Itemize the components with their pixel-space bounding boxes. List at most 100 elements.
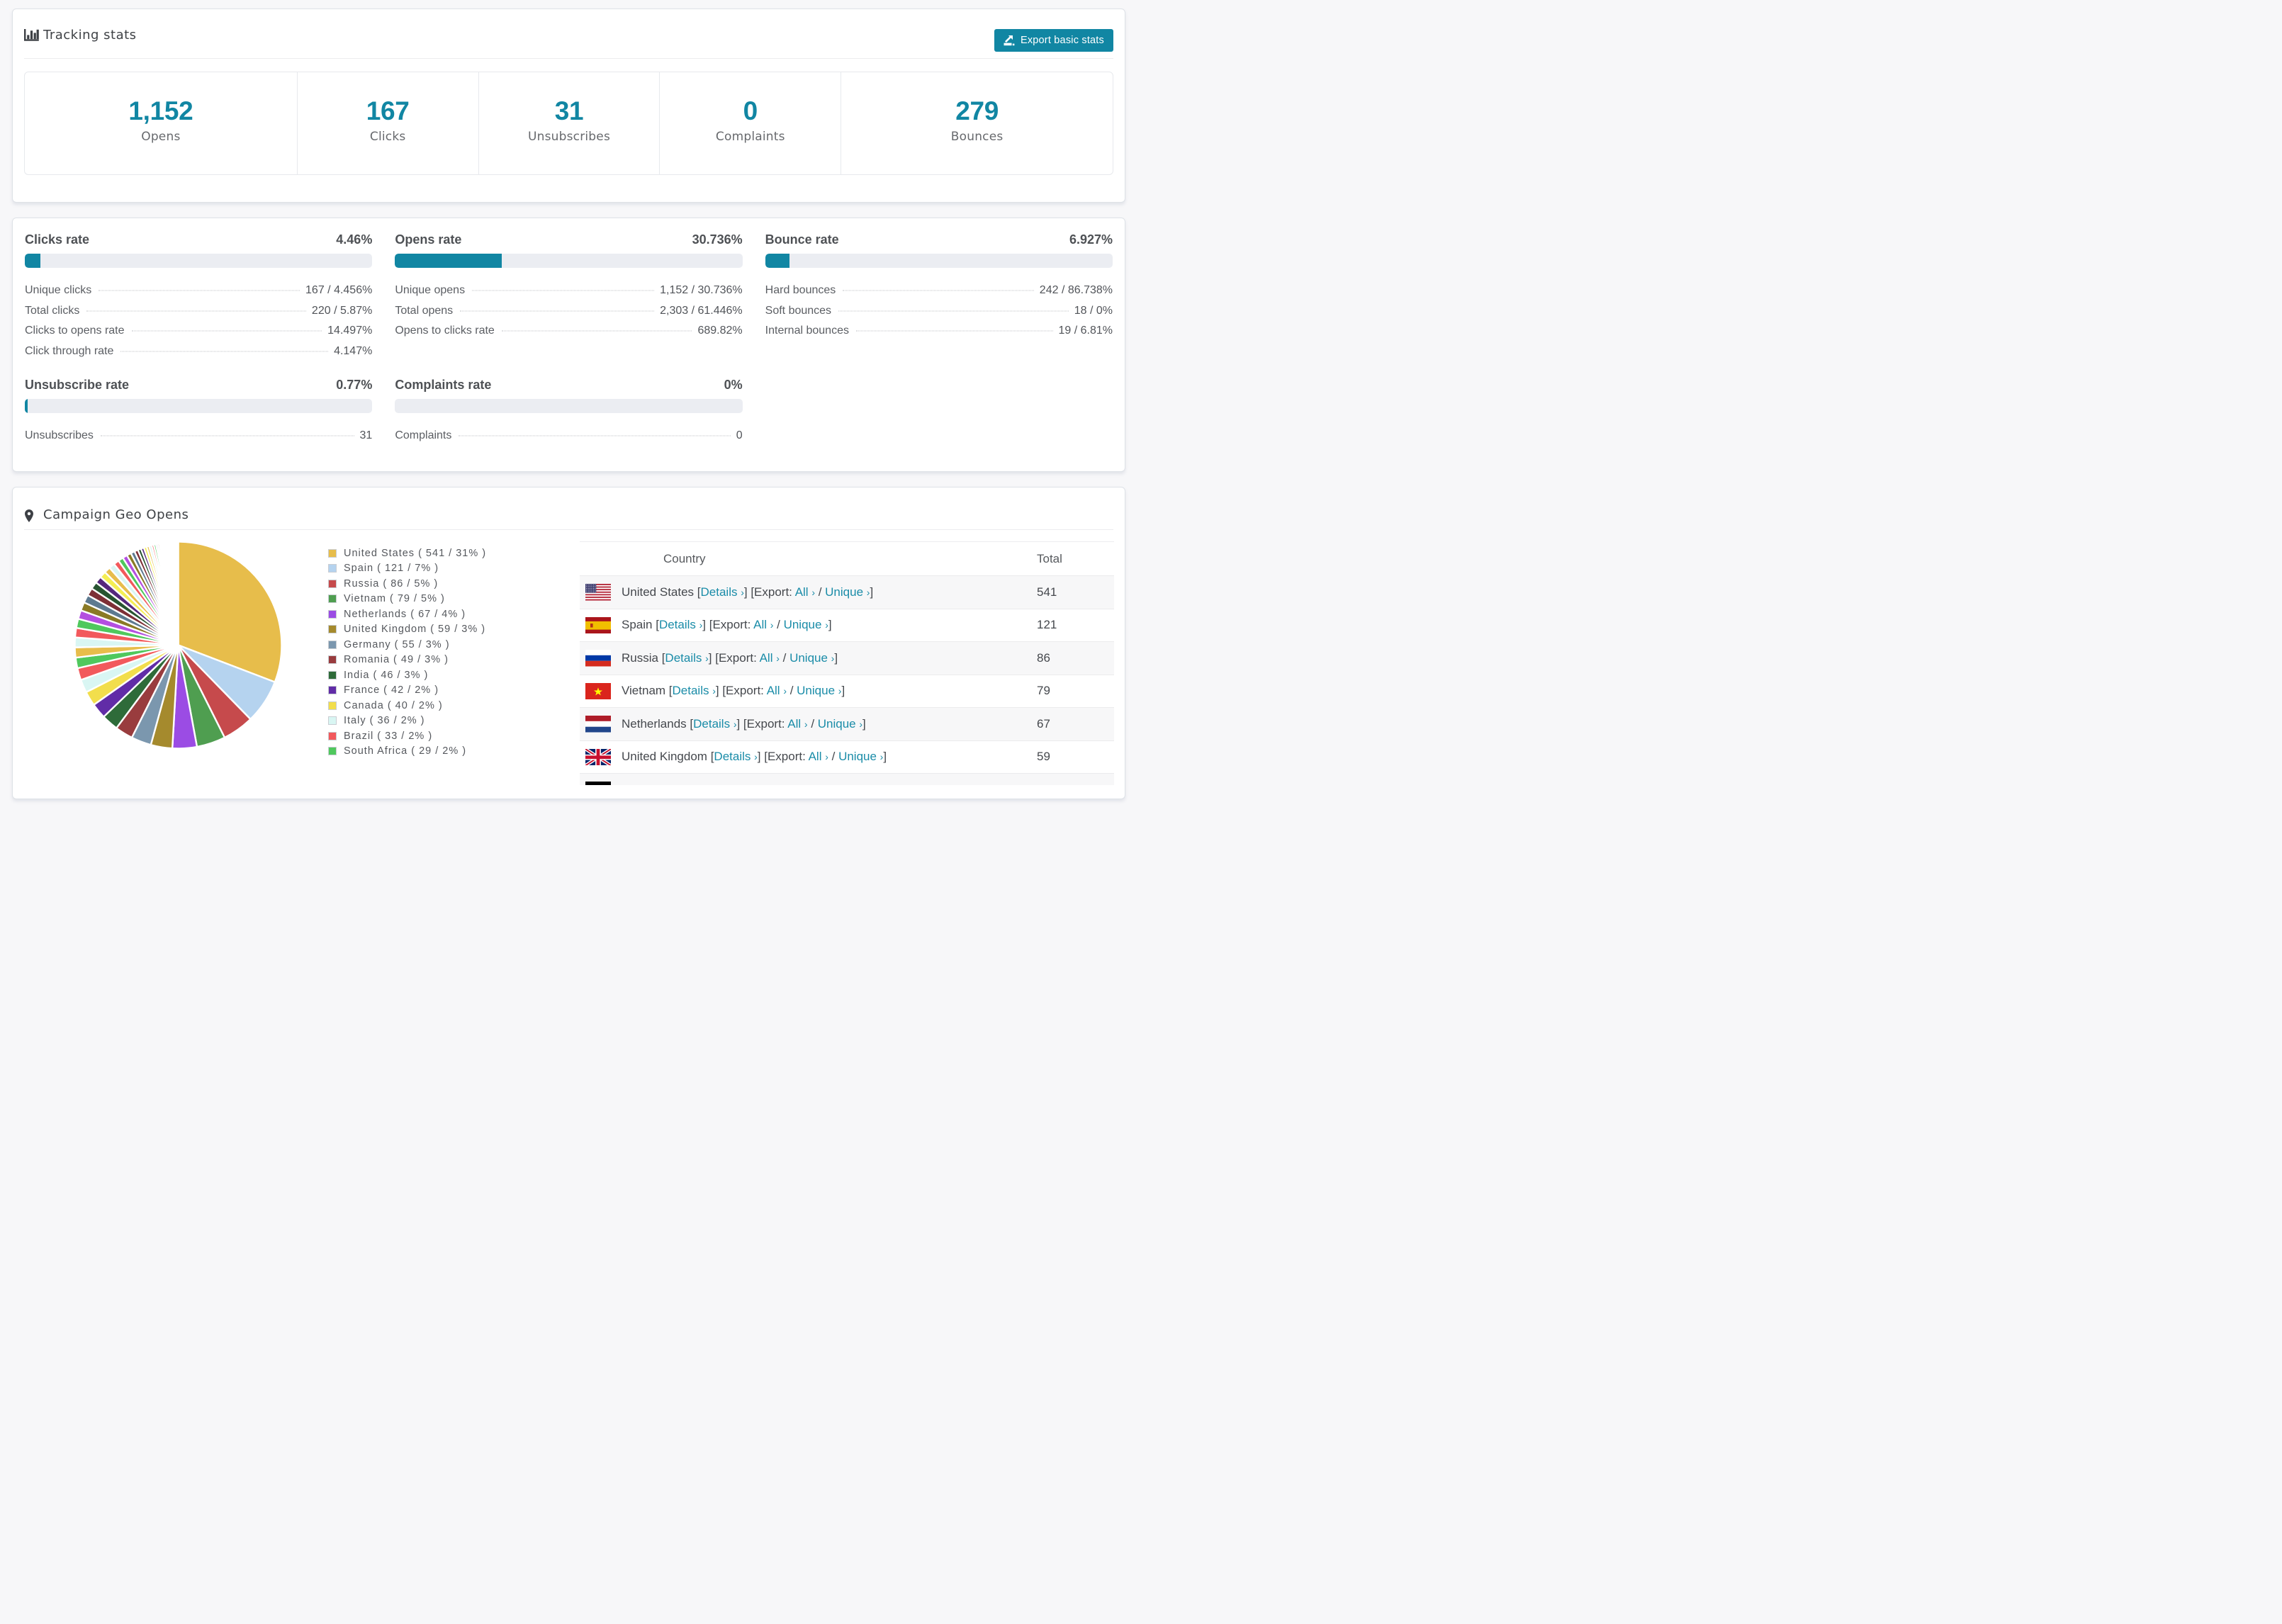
tracking-stats-body: 1,152 Opens 167 Clicks 31 Unsubscribes 0 Co… bbox=[13, 59, 1125, 175]
rate-row: Complaints 0 bbox=[395, 426, 742, 446]
stat-panel-unsubscribes: 31 Unsubscribes bbox=[478, 72, 660, 174]
export-all-link[interactable]: All › bbox=[759, 650, 780, 665]
legend-item: South Africa ( 29 / 2% ) bbox=[328, 744, 486, 760]
rate-row-value: 167 / 4.456% bbox=[305, 284, 373, 296]
legend-label: France ( 42 / 2% ) bbox=[344, 684, 439, 697]
rate-progress-track bbox=[25, 399, 373, 413]
stat-label: Unsubscribes bbox=[527, 130, 611, 144]
rate-row: Opens to clicks rate 689.82% bbox=[395, 321, 742, 342]
dotted-leader bbox=[855, 330, 1053, 332]
export-unique-link[interactable]: Unique › bbox=[825, 585, 870, 599]
stats-summary-box: 1,152 Opens 167 Clicks 31 Unsubscribes 0 Co… bbox=[24, 72, 1113, 175]
legend-item: Vietnam ( 79 / 5% ) bbox=[328, 592, 486, 607]
total-cell: 541 bbox=[1037, 585, 1057, 599]
details-link[interactable]: Details › bbox=[714, 750, 758, 764]
legend-item: Romania ( 49 / 3% ) bbox=[328, 653, 486, 668]
geo-table-container: Country Total United States [Details ›] … bbox=[580, 541, 1114, 785]
legend-label: Spain ( 121 / 7% ) bbox=[344, 563, 439, 575]
export-all-link[interactable]: All › bbox=[808, 750, 828, 764]
details-link[interactable]: Details › bbox=[700, 585, 744, 599]
tracking-stats-card: Tracking stats Export basic stats 1,152 … bbox=[12, 9, 1125, 203]
export-all-link[interactable]: All › bbox=[753, 618, 774, 632]
legend-item: France ( 42 / 2% ) bbox=[328, 683, 486, 699]
export-unique-link[interactable]: Unique › bbox=[789, 650, 835, 665]
legend-swatch bbox=[328, 747, 337, 756]
flag-vn-icon bbox=[585, 682, 611, 699]
dotted-leader bbox=[131, 330, 322, 332]
bar-chart-icon bbox=[24, 29, 39, 41]
export-all-link[interactable]: All › bbox=[766, 684, 787, 698]
rate-row-value: 18 / 0% bbox=[1074, 304, 1113, 317]
flag-us-icon bbox=[585, 584, 611, 601]
flag-es-icon bbox=[585, 616, 611, 633]
country-cell: United States [Details ›] [Export: All ›… bbox=[622, 585, 874, 599]
country-cell: Russia [Details ›] [Export: All › / Uniq… bbox=[622, 650, 838, 665]
rate-value: 0% bbox=[724, 378, 743, 392]
rate-section-opens-rate: Opens rate 30.736% Unique opens 1,152 / … bbox=[395, 232, 743, 361]
legend-label: Brazil ( 33 / 2% ) bbox=[344, 730, 433, 742]
legend-label: South Africa ( 29 / 2% ) bbox=[344, 745, 467, 757]
legend-item: Spain ( 121 / 7% ) bbox=[328, 561, 486, 577]
pie-slice-united-states bbox=[177, 541, 283, 683]
rate-progress-track bbox=[25, 254, 373, 268]
country-name: Spain bbox=[622, 618, 653, 632]
stat-panel-bounces: 279 Bounces bbox=[841, 72, 1113, 174]
rate-row-label: Complaints bbox=[395, 429, 452, 441]
legend-item: Canada ( 40 / 2% ) bbox=[328, 698, 486, 714]
legend-label: Romania ( 49 / 3% ) bbox=[344, 654, 449, 666]
geo-table-header-flag-spacer bbox=[580, 541, 622, 576]
rate-row: Hard bounces 242 / 86.738% bbox=[765, 281, 1113, 301]
country-name: United Kingdom bbox=[622, 750, 707, 764]
geo-table-header-row: Country Total bbox=[580, 541, 1114, 576]
legend-label: Russia ( 86 / 5% ) bbox=[344, 577, 439, 590]
details-link[interactable]: Details › bbox=[678, 783, 721, 785]
export-basic-stats-label: Export basic stats bbox=[1020, 35, 1104, 46]
flag-nl-icon bbox=[585, 716, 611, 733]
rate-row-value: 220 / 5.87% bbox=[311, 304, 373, 317]
geo-table-row-es: Spain [Details ›] [Export: All › / Uniqu… bbox=[580, 609, 1114, 642]
details-link[interactable]: Details › bbox=[672, 684, 716, 698]
country-name: United States bbox=[622, 585, 695, 599]
geo-table-header-country: Country bbox=[622, 541, 1037, 576]
legend-item: India ( 46 / 3% ) bbox=[328, 667, 486, 683]
country-cell: Spain [Details ›] [Export: All › / Uniqu… bbox=[622, 618, 832, 632]
campaign-geo-opens-title: Campaign Geo Opens bbox=[24, 507, 189, 522]
export-all-link[interactable]: All › bbox=[772, 783, 792, 785]
details-link[interactable]: Details › bbox=[665, 650, 709, 665]
rate-row-label: Total opens bbox=[395, 304, 454, 317]
rate-row-label: Unique clicks bbox=[25, 284, 92, 296]
rate-head: Unsubscribe rate 0.77% bbox=[25, 377, 372, 393]
tracking-stats-title-text: Tracking stats bbox=[43, 28, 137, 43]
total-cell: 67 bbox=[1037, 716, 1050, 731]
legend-swatch bbox=[328, 701, 337, 710]
legend-swatch bbox=[328, 670, 337, 680]
export-unique-link[interactable]: Unique › bbox=[838, 750, 884, 764]
rate-section-unsubscribe-rate: Unsubscribe rate 0.77% Unsubscribes 31 bbox=[25, 377, 373, 446]
export-unique-link[interactable]: Unique › bbox=[797, 684, 842, 698]
export-all-link[interactable]: All › bbox=[794, 585, 815, 599]
legend-swatch bbox=[328, 686, 337, 695]
flag-ru-icon bbox=[585, 650, 611, 667]
legend-item: United Kingdom ( 59 / 3% ) bbox=[328, 622, 486, 638]
export-basic-stats-button[interactable]: Export basic stats bbox=[994, 29, 1113, 52]
stat-value: 1,152 bbox=[128, 96, 193, 125]
legend-swatch bbox=[328, 594, 337, 604]
details-link[interactable]: Details › bbox=[693, 716, 737, 731]
export-all-link[interactable]: All › bbox=[787, 716, 808, 731]
export-unique-link[interactable]: Unique › bbox=[817, 716, 863, 731]
stat-panel-opens: 1,152 Opens bbox=[25, 72, 297, 174]
details-link[interactable]: Details › bbox=[658, 618, 703, 632]
country-cell: United Kingdom [Details ›] [Export: All … bbox=[622, 750, 887, 764]
rate-head: Clicks rate 4.46% bbox=[25, 232, 372, 247]
geo-pie-legend: United States ( 541 / 31% ) Spain ( 121 … bbox=[328, 546, 486, 759]
stat-label: Clicks bbox=[369, 130, 406, 144]
country-cell: Germany [Details ›] [Export: All › / Uni… bbox=[622, 774, 1037, 785]
rate-progress-track bbox=[765, 254, 1113, 268]
legend-label: India ( 46 / 3% ) bbox=[344, 669, 429, 681]
export-unique-link[interactable]: Unique › bbox=[802, 783, 847, 785]
rate-section-complaints-rate: Complaints rate 0% Complaints 0 bbox=[395, 377, 743, 446]
country-name: Russia bbox=[622, 650, 658, 665]
rate-progress-fill bbox=[25, 399, 28, 413]
rate-row: Unique clicks 167 / 4.456% bbox=[25, 281, 372, 301]
export-unique-link[interactable]: Unique › bbox=[783, 618, 828, 632]
